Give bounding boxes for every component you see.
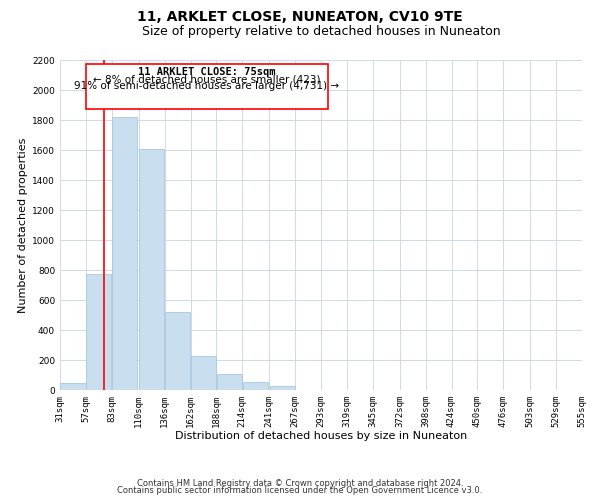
Bar bbox=[86, 274, 112, 390]
Text: Contains HM Land Registry data © Crown copyright and database right 2024.: Contains HM Land Registry data © Crown c… bbox=[137, 478, 463, 488]
Bar bbox=[112, 117, 137, 390]
Bar bbox=[86, 64, 328, 109]
Text: ← 8% of detached houses are smaller (423): ← 8% of detached houses are smaller (423… bbox=[93, 74, 320, 84]
Bar bbox=[165, 312, 190, 390]
Bar bbox=[61, 382, 86, 390]
Title: Size of property relative to detached houses in Nuneaton: Size of property relative to detached ho… bbox=[142, 25, 500, 38]
Text: Contains public sector information licensed under the Open Government Licence v3: Contains public sector information licen… bbox=[118, 486, 482, 495]
X-axis label: Distribution of detached houses by size in Nuneaton: Distribution of detached houses by size … bbox=[175, 432, 467, 442]
Bar bbox=[242, 382, 268, 390]
Text: 11, ARKLET CLOSE, NUNEATON, CV10 9TE: 11, ARKLET CLOSE, NUNEATON, CV10 9TE bbox=[137, 10, 463, 24]
Bar bbox=[191, 356, 216, 390]
Bar bbox=[269, 386, 295, 390]
Bar bbox=[139, 148, 164, 390]
Bar bbox=[217, 374, 242, 390]
Text: 11 ARKLET CLOSE: 75sqm: 11 ARKLET CLOSE: 75sqm bbox=[138, 66, 275, 76]
Y-axis label: Number of detached properties: Number of detached properties bbox=[18, 138, 28, 312]
Text: 91% of semi-detached houses are larger (4,731) →: 91% of semi-detached houses are larger (… bbox=[74, 81, 340, 91]
